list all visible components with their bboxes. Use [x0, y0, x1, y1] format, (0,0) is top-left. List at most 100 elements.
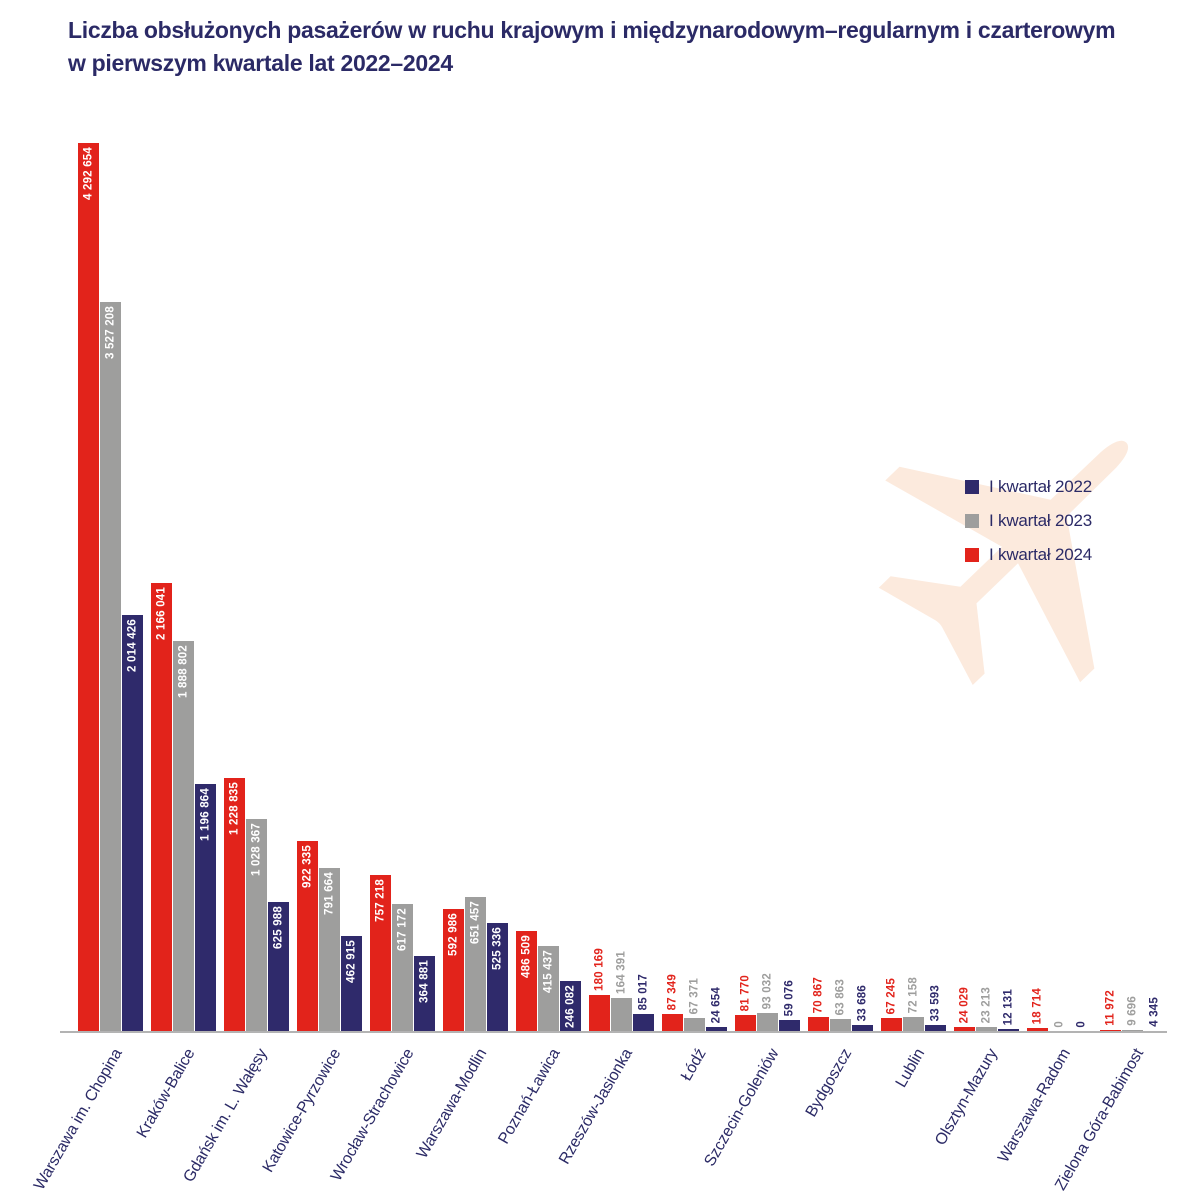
bar-column: 651 457 [465, 142, 486, 1032]
bar-group: 757 218 617 172 364 881 [370, 142, 435, 1032]
bar [1027, 1028, 1048, 1032]
bar-value-label: 922 335 [300, 845, 313, 888]
bar [246, 819, 267, 1032]
bar [662, 1014, 683, 1032]
bar-group: 24 029 23 213 12 131 [954, 142, 1019, 1032]
bar-group: 2 166 041 1 888 802 1 196 864 [151, 142, 216, 1032]
bar-value-label: 85 017 [636, 973, 649, 1010]
bar [538, 946, 559, 1032]
bar-value-label: 486 509 [519, 935, 532, 978]
bar [516, 931, 537, 1032]
bar-value-label: 2 014 426 [125, 619, 138, 672]
airplane-watermark-icon [878, 440, 1129, 686]
bar [151, 583, 172, 1032]
bar-value-label: 18 714 [1030, 987, 1043, 1024]
bar-column: 625 988 [268, 142, 289, 1032]
title-line2: w pierwszym kwartale lat 2022–2024 [68, 49, 453, 76]
bar [881, 1018, 902, 1032]
bar-column: 592 986 [443, 142, 464, 1032]
bar [487, 923, 508, 1032]
bar-value-label: 67 371 [687, 977, 700, 1014]
bar-group: 67 245 72 158 33 593 [881, 142, 946, 1032]
airport-name: Gdańsk im. L. Wałęsy [180, 1046, 272, 1186]
bar-column: 617 172 [392, 142, 413, 1032]
bar-value-label: 93 032 [760, 972, 773, 1009]
bar-column: 791 664 [319, 142, 340, 1032]
bar-column: 11 972 [1100, 142, 1121, 1032]
bar [757, 1013, 778, 1032]
bar-value-label: 1 228 835 [227, 782, 240, 835]
legend-item: I kwartał 2023 [965, 511, 1092, 531]
bar-column: 525 336 [487, 142, 508, 1032]
bar-column: 1 888 802 [173, 142, 194, 1032]
bar-column: 4 345 [1144, 142, 1165, 1032]
bar-column: 18 714 [1027, 142, 1048, 1032]
bar [195, 784, 216, 1032]
bar [976, 1027, 997, 1032]
page-title: Liczba obsłużonych pasażerów w ruchu kra… [68, 14, 1158, 79]
bar-value-label: 415 437 [541, 950, 554, 993]
bar-group: 922 335 791 664 462 915 [297, 142, 362, 1032]
legend-label: I kwartał 2022 [989, 477, 1093, 496]
bar-value-label: 70 867 [811, 976, 824, 1013]
bar-column: 24 029 [954, 142, 975, 1032]
legend-item: I kwartał 2024 [965, 545, 1092, 565]
bar-value-label: 63 863 [833, 978, 846, 1015]
bar [830, 1019, 851, 1032]
bar-column: 364 881 [414, 142, 435, 1032]
bar [100, 302, 121, 1032]
airport-name: Kraków-Balice [133, 1046, 199, 1141]
bar-value-label: 180 169 [592, 948, 605, 991]
bar-value-label: 59 076 [782, 979, 795, 1016]
bar [903, 1017, 924, 1032]
legend-label: I kwartał 2024 [989, 545, 1093, 564]
bar-group: 70 867 63 863 33 686 [808, 142, 873, 1032]
bar [297, 841, 318, 1032]
bar-value-label: 1 028 367 [249, 823, 262, 876]
bar-value-label: 3 527 208 [103, 306, 116, 359]
bar [341, 936, 362, 1032]
bar [78, 143, 99, 1032]
bar-value-label: 525 336 [490, 927, 503, 970]
bar-column: 2 014 426 [122, 142, 143, 1032]
bar-group: 1 228 835 1 028 367 625 988 [224, 142, 289, 1032]
airport-name: Łódź [677, 1046, 710, 1084]
bar-column: 33 593 [925, 142, 946, 1032]
bar-value-label: 651 457 [468, 901, 481, 944]
legend-swatch-icon [965, 480, 979, 494]
bar-value-label: 24 654 [709, 986, 722, 1023]
bar [443, 909, 464, 1032]
bar [414, 956, 435, 1032]
bar-column: 87 349 [662, 142, 683, 1032]
bar-column: 0 [1049, 142, 1070, 1032]
airport-name: Warszawa-Radom [995, 1046, 1075, 1166]
bar-column: 23 213 [976, 142, 997, 1032]
bar-column: 1 196 864 [195, 142, 216, 1032]
bar-value-label: 4 292 654 [81, 147, 94, 200]
bar-group: 180 169 164 391 85 017 [589, 142, 654, 1032]
bar-value-label: 462 915 [344, 940, 357, 983]
bar-value-label: 33 686 [855, 984, 868, 1021]
bar-column: 1 228 835 [224, 142, 245, 1032]
bar-group: 81 770 93 032 59 076 [735, 142, 800, 1032]
bar [808, 1017, 829, 1032]
airport-name: Katowice-Pyrzowice [259, 1046, 345, 1176]
airport-name: Warszawa im. Chopina [30, 1046, 126, 1193]
bar-value-label: 164 391 [614, 951, 627, 994]
airport-name: Olsztyn-Mazury [932, 1046, 1002, 1149]
airport-name: Poznań-Ławica [495, 1046, 564, 1148]
bar-column: 81 770 [735, 142, 756, 1032]
bar [706, 1027, 727, 1032]
legend-swatch-icon [965, 514, 979, 528]
bar-value-label: 791 664 [322, 872, 335, 915]
legend-swatch-icon [965, 548, 979, 562]
bar-value-label: 81 770 [738, 974, 751, 1011]
legend-item: I kwartał 2022 [965, 477, 1092, 497]
bar [684, 1018, 705, 1032]
bar-column: 462 915 [341, 142, 362, 1032]
airport-name: Wrocław-Strachowice [327, 1046, 418, 1185]
bar-column: 4 292 654 [78, 142, 99, 1032]
bar [589, 995, 610, 1032]
bar-value-label: 24 029 [957, 986, 970, 1023]
bar-value-label: 4 345 [1147, 997, 1160, 1027]
